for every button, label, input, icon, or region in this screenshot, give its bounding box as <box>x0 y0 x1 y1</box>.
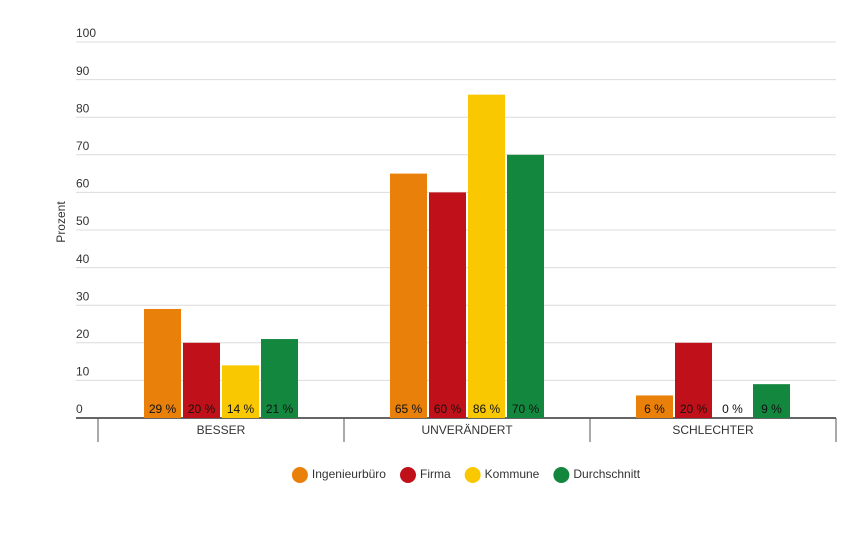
y-tick-label: 0 <box>76 402 83 416</box>
y-tick-label: 90 <box>76 64 90 78</box>
bar <box>144 308 181 418</box>
value-label: 0 % <box>722 402 743 416</box>
legend-item: Durchschnitt <box>553 467 641 483</box>
legend-swatch <box>291 467 308 483</box>
y-tick-label: 100 <box>76 26 96 40</box>
legend-swatch <box>553 467 570 483</box>
y-tick-label: 30 <box>76 289 90 303</box>
x-tick-label: SCHLECHTER <box>672 423 754 437</box>
y-tick-label: 80 <box>76 101 90 115</box>
x-tick-label: UNVERÄNDERT <box>421 423 513 437</box>
value-label: 65 % <box>395 402 423 416</box>
bar <box>675 342 712 418</box>
legend-label: Firma <box>420 467 451 481</box>
value-label: 20 % <box>188 402 216 416</box>
bar <box>222 365 259 418</box>
value-label: 29 % <box>149 402 177 416</box>
value-label: 60 % <box>434 402 462 416</box>
y-tick-label: 60 <box>76 177 90 191</box>
value-label: 9 % <box>761 402 782 416</box>
value-label: 70 % <box>512 402 540 416</box>
value-label: 21 % <box>266 402 294 416</box>
bar <box>468 94 505 418</box>
bar <box>429 192 466 418</box>
legend-item: Kommune <box>464 467 540 483</box>
y-tick-label: 50 <box>76 214 90 228</box>
y-tick-label: 40 <box>76 252 90 266</box>
bar <box>261 339 298 418</box>
bar <box>636 395 673 418</box>
legend-swatch <box>399 467 416 483</box>
bar <box>390 173 427 418</box>
legend-label: Durchschnitt <box>573 467 640 481</box>
x-tick-label: BESSER <box>197 423 246 437</box>
legend-label: Kommune <box>485 467 540 481</box>
value-label: 20 % <box>680 402 708 416</box>
value-label: 6 % <box>644 402 665 416</box>
legend-label: Ingenieurbüro <box>312 467 386 481</box>
y-tick-label: 20 <box>76 327 90 341</box>
bar <box>183 342 220 418</box>
legend-item: Firma <box>399 467 451 483</box>
legend-swatch <box>464 467 481 483</box>
y-tick-label: 10 <box>76 365 90 379</box>
y-axis-label: Prozent <box>54 201 68 243</box>
value-label: 14 % <box>227 402 255 416</box>
bar <box>507 154 544 419</box>
bar <box>753 384 790 418</box>
value-label: 86 % <box>473 402 501 416</box>
legend-item: Ingenieurbüro <box>291 467 386 483</box>
y-tick-label: 70 <box>76 139 90 153</box>
